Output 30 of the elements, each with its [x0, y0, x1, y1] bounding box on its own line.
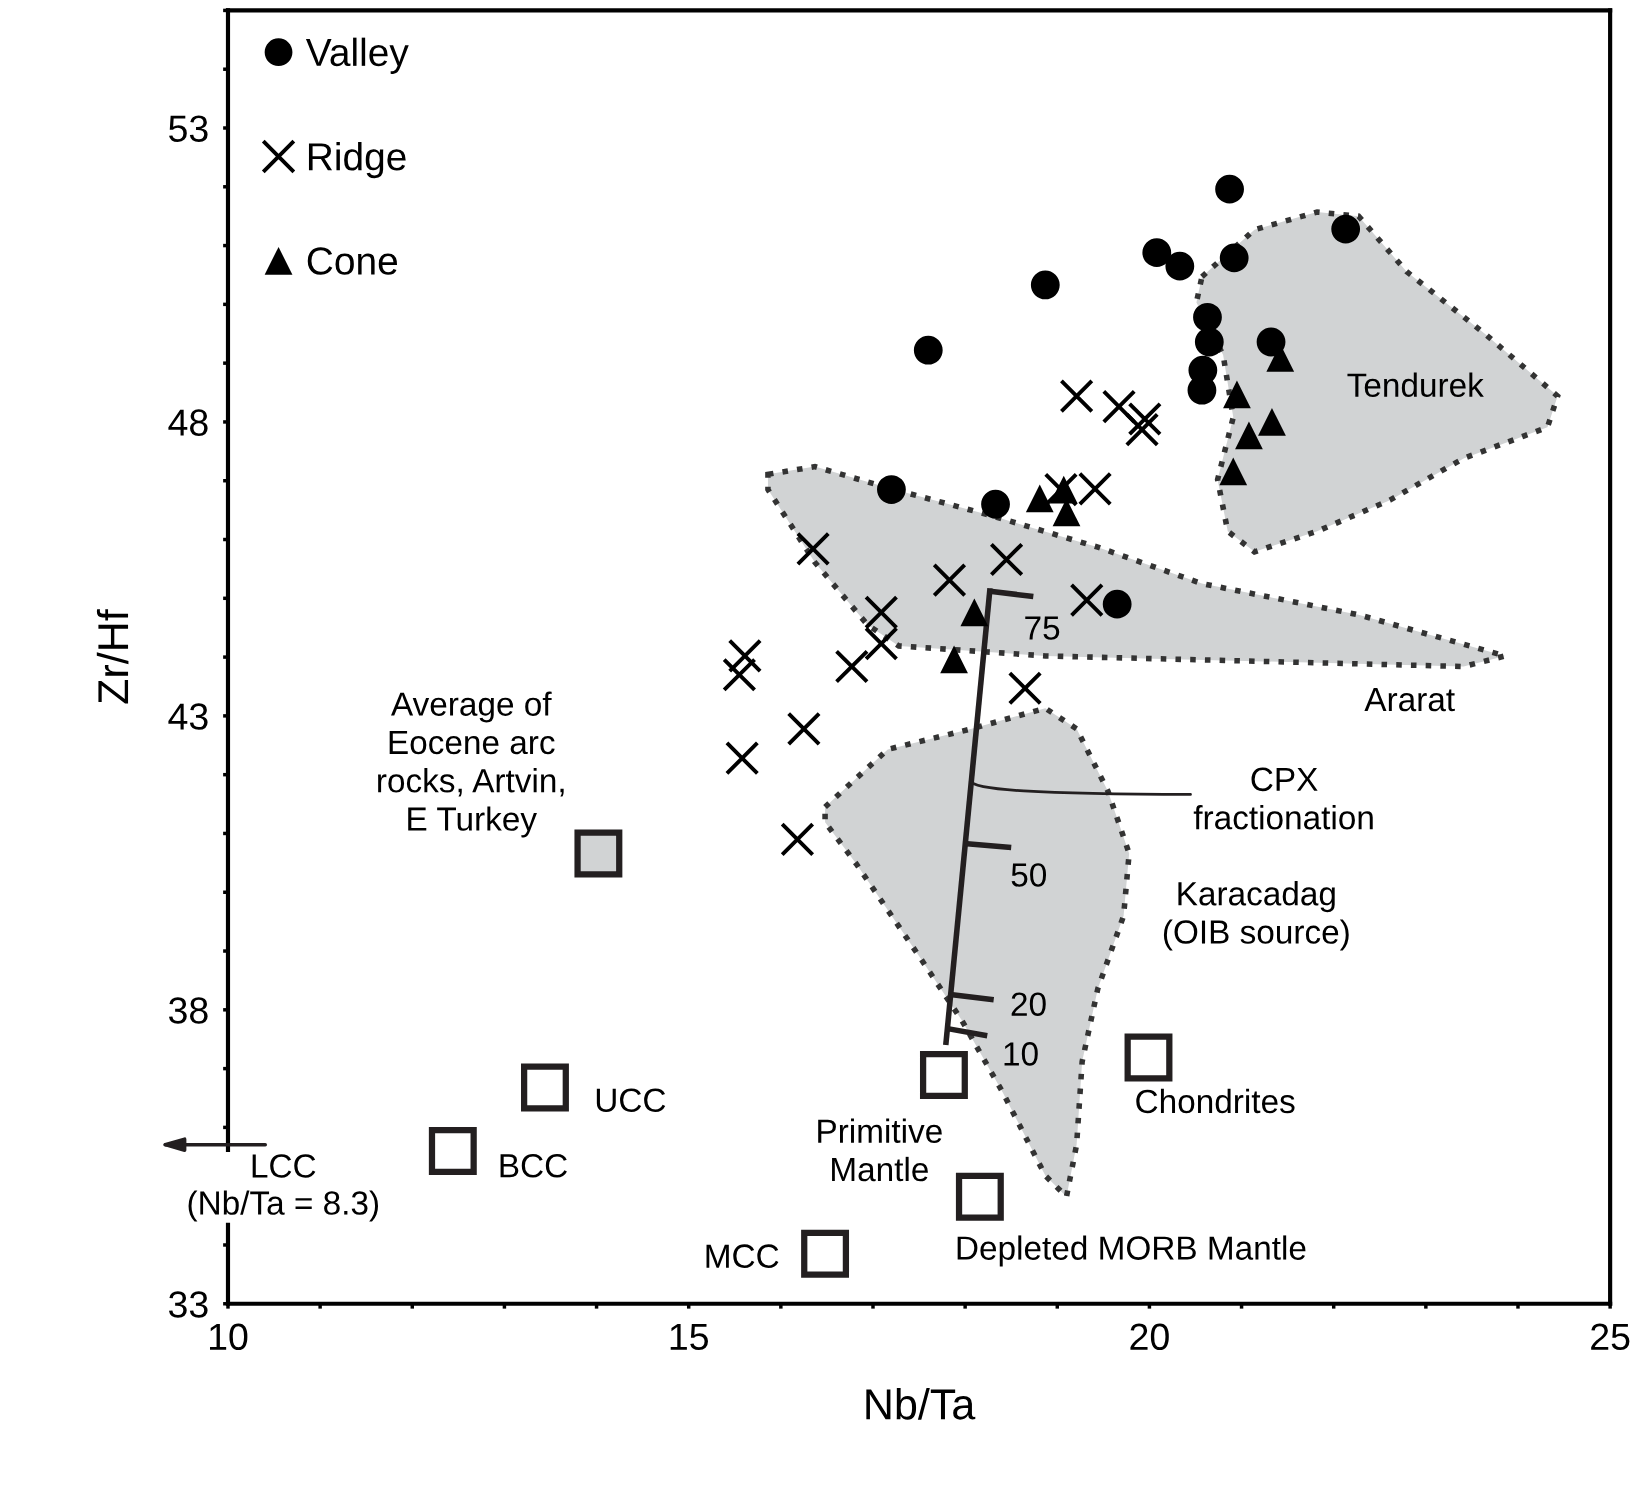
y-tick-label: 33 [168, 1291, 208, 1318]
annotation: Average of Eocene arc rocks, Artvin, E Turkey [378, 691, 564, 838]
annotation: 10 [1004, 1042, 1038, 1066]
annotation: UCC [596, 1088, 666, 1112]
y-tick-label: 43 [168, 703, 208, 730]
annotation: BCC [500, 1153, 567, 1178]
legend-label: Ridge [308, 141, 406, 179]
annotation: CPX fractionation [1193, 767, 1373, 830]
y-tick-label: 48 [168, 409, 208, 436]
x-tick-label: 15 [670, 1323, 708, 1351]
y-tick-label: 53 [169, 115, 208, 142]
legend-label: Cone [307, 247, 398, 275]
x-axis-title: Nb/Ta [866, 1388, 976, 1420]
annotation: Primitive Mantle [818, 1118, 942, 1182]
y-tick-label: 38 [168, 997, 208, 1024]
annotation: Tendurek [1347, 372, 1484, 398]
annotation: 50 [1011, 863, 1047, 887]
annotation: Chondrites [1136, 1088, 1295, 1114]
legend-label: Valley [305, 37, 409, 74]
x-tick-label: 20 [1130, 1323, 1169, 1351]
y-axis-title: Zr/Hf [96, 609, 129, 704]
annotation: LCC (Nb/Ta = 8.3) [188, 1154, 379, 1222]
x-tick-label: 10 [210, 1323, 248, 1351]
annotation: MCC [706, 1244, 779, 1268]
annotation: 20 [1011, 992, 1046, 1016]
annotation: Ararat [1364, 688, 1455, 712]
annotation: 75 [1025, 616, 1060, 640]
annotation: Depleted MORB Mantle [957, 1235, 1306, 1267]
annotation: Karacadag (OIB source) [1163, 881, 1349, 951]
x-tick-label: 25 [1591, 1323, 1630, 1351]
